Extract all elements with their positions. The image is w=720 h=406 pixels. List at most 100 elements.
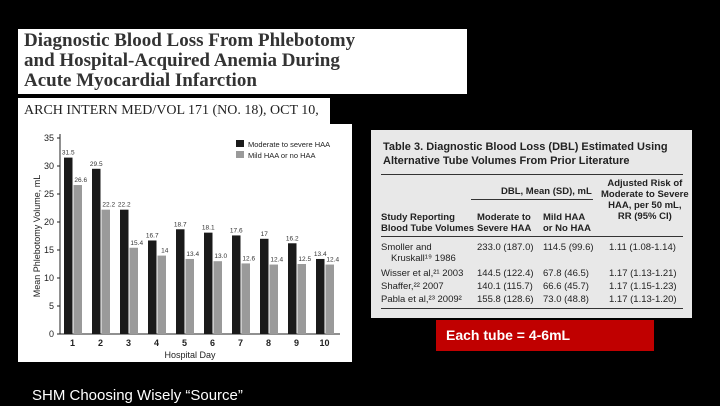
header-line: Study Reporting <box>381 212 455 223</box>
study-cell: Pabla et al,²³ 2009² <box>381 294 462 305</box>
table-rule <box>381 308 683 309</box>
data-label: 13.4 <box>314 251 327 258</box>
x-tick-label: 3 <box>126 338 131 348</box>
tube-volume-callout: Each tube = 4-6mL <box>436 320 654 351</box>
phlebotomy-bar-chart: 0 5 10 15 20 25 30 35 Mean Phlebotomy Volume, mL… <box>18 124 352 362</box>
data-label: 22.2 <box>102 202 115 209</box>
bar-mild <box>129 247 138 334</box>
bar-moderate <box>64 157 73 334</box>
bar-moderate <box>176 229 185 334</box>
data-label: 31.5 <box>62 150 75 157</box>
data-label: 18.7 <box>174 221 187 228</box>
rr-cell: 1.17 (1.15-1.23) <box>609 281 677 292</box>
article-title-line: Acute Myocardial Infarction <box>24 70 257 91</box>
mild-cell: 73.0 (48.8) <box>543 294 589 305</box>
bar-mild <box>185 258 194 334</box>
x-tick-label: 6 <box>210 338 215 348</box>
header-line: Mild HAA <box>543 212 586 223</box>
table-header-study: Study Reporting Blood Tube Volumes <box>381 212 474 234</box>
header-line: Blood Tube Volumes <box>381 223 475 234</box>
data-label: 29.5 <box>90 161 103 168</box>
y-tick-label: 30 <box>44 161 54 171</box>
y-tick-label: 5 <box>49 301 54 311</box>
header-line: Severe HAA <box>477 223 532 234</box>
table-header-mild: Mild HAA or No HAA <box>543 212 591 234</box>
source-caption: SHM Choosing Wisely “Source” <box>32 387 243 404</box>
legend-swatch <box>236 151 244 158</box>
data-label: 16.7 <box>146 232 159 239</box>
bar-moderate <box>204 232 213 334</box>
data-label: 12.6 <box>242 255 255 262</box>
article-title: Diagnostic Blood Loss From Phlebotomy an… <box>18 29 467 91</box>
x-tick-label: 8 <box>266 338 271 348</box>
y-tick-label: 20 <box>44 217 54 227</box>
y-axis-label: Mean Phlebotomy Volume, mL <box>32 175 42 298</box>
data-label: 13.0 <box>214 253 227 260</box>
y-tick-label: 15 <box>44 245 54 255</box>
data-label: 14 <box>161 248 169 255</box>
rr-cell: 1.17 (1.13-1.21) <box>609 268 677 279</box>
x-tick-label: 9 <box>294 338 299 348</box>
legend-swatch <box>236 140 244 147</box>
table-row: Smoller and Kruskall¹⁹ 1986 <box>381 242 456 264</box>
article-citation: ARCH INTERN MED/VOL 171 (NO. 18), OCT 10… <box>18 98 330 144</box>
header-line: or No HAA <box>543 223 592 234</box>
mild-cell: 114.5 (99.6) <box>543 242 594 253</box>
bar-moderate <box>288 243 297 334</box>
data-label: 26.6 <box>74 177 87 184</box>
x-tick-label: 5 <box>182 338 187 348</box>
bar-moderate <box>92 168 101 334</box>
data-label: 13.4 <box>186 251 199 258</box>
article-header: Diagnostic Blood Loss From Phlebotomy an… <box>18 29 467 94</box>
table-rule <box>471 199 593 200</box>
header-line: RR (95% CI) <box>617 211 672 222</box>
data-label: 22.2 <box>118 202 131 209</box>
bar-mild <box>269 264 278 334</box>
bar-moderate <box>316 258 325 334</box>
moderate-cell: 140.1 (115.7) <box>477 281 533 292</box>
bar-mild <box>325 264 334 334</box>
bar-moderate <box>148 240 157 334</box>
x-axis-label: Hospital Day <box>164 350 216 360</box>
y-tick-label: 0 <box>49 329 54 339</box>
bar-mild <box>101 209 110 334</box>
study-cell: Kruskall¹⁹ 1986 <box>391 253 456 264</box>
x-tick-label: 1 <box>70 338 75 348</box>
bar-mild <box>241 263 250 334</box>
data-label: 15.4 <box>130 240 143 247</box>
bar-mild <box>213 261 222 334</box>
header-line: HAA, per 50 mL, <box>608 200 682 211</box>
header-line: Moderate to Severe <box>601 189 689 200</box>
article-title-line: Diagnostic Blood Loss From Phlebotomy <box>24 30 356 51</box>
header-line: Adjusted Risk of <box>607 178 683 189</box>
data-label: 12.4 <box>270 257 283 264</box>
x-tick-label: 7 <box>238 338 243 348</box>
bar-moderate <box>260 238 269 334</box>
data-label: 12.5 <box>298 256 311 263</box>
y-tick-label: 35 <box>44 133 54 143</box>
legend-label: Mild HAA or no HAA <box>248 151 316 160</box>
dbl-table: Table 3. Diagnostic Blood Loss (DBL) Est… <box>371 130 692 318</box>
study-cell: Shaffer,²² 2007 <box>381 281 444 292</box>
table-header-group: DBL, Mean (SD), mL <box>501 186 592 197</box>
table-rule <box>381 236 683 237</box>
table-title-line: Alternative Tube Volumes From Prior Lite… <box>383 155 630 167</box>
bar-mild <box>73 185 82 334</box>
x-tick-label: 4 <box>154 338 159 348</box>
moderate-cell: 144.5 (122.4) <box>477 268 534 279</box>
x-tick-label: 2 <box>98 338 103 348</box>
bar-moderate <box>120 209 129 334</box>
x-tick-label: 10 <box>319 338 329 348</box>
article-title-line: and Hospital-Acquired Anemia During <box>24 50 340 71</box>
table-rule <box>381 174 683 175</box>
data-label: 12.4 <box>326 257 339 264</box>
moderate-cell: 233.0 (187.0) <box>477 242 534 253</box>
moderate-cell: 155.8 (128.6) <box>477 294 534 305</box>
data-label: 18.1 <box>202 225 215 232</box>
bar-moderate <box>232 235 241 334</box>
data-label: 17.6 <box>230 227 243 234</box>
table-title: Table 3. Diagnostic Blood Loss (DBL) Est… <box>383 140 683 168</box>
mild-cell: 66.6 (45.7) <box>543 281 589 292</box>
rr-cell: 1.17 (1.13-1.20) <box>609 294 677 305</box>
